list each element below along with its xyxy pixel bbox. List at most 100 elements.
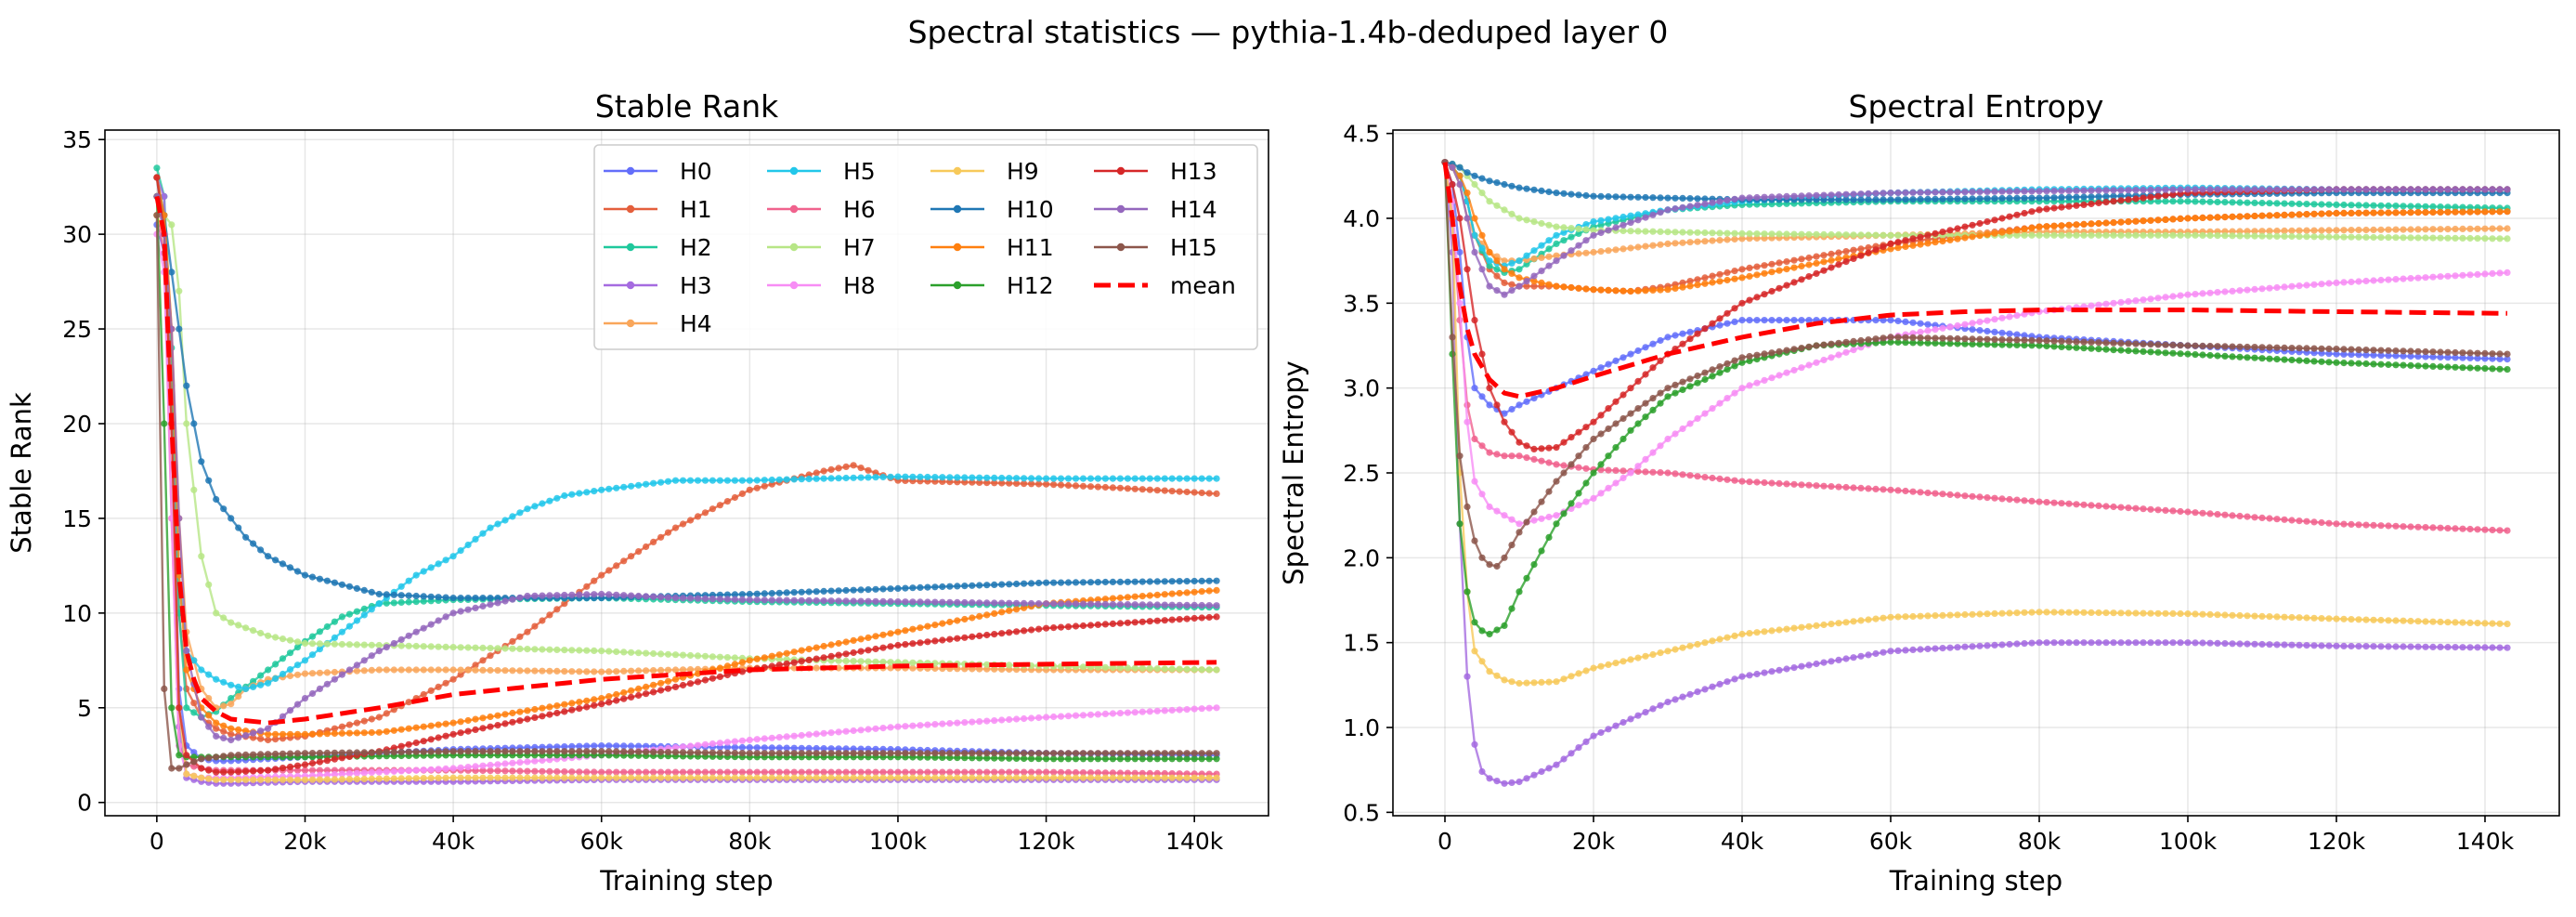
data-point: [2065, 231, 2073, 239]
data-point: [1213, 666, 1220, 674]
data-point: [2036, 609, 2043, 616]
data-point: [1976, 318, 1984, 325]
data-point: [272, 675, 280, 683]
data-point: [390, 775, 397, 782]
data-point: [2429, 353, 2437, 360]
data-point: [2281, 516, 2288, 523]
data-point: [1168, 475, 1176, 482]
data-point: [183, 752, 190, 759]
data-point: [1790, 256, 1798, 264]
data-point: [2340, 201, 2348, 209]
data-point: [2481, 365, 2489, 373]
data-point: [946, 750, 954, 757]
data-point: [1183, 488, 1190, 496]
data-point: [2125, 196, 2132, 203]
data-point: [961, 615, 969, 623]
data-point: [2132, 217, 2140, 225]
data-point: [1961, 195, 1969, 203]
data-point: [835, 465, 842, 472]
data-point: [2273, 212, 2281, 219]
data-point: [553, 748, 561, 755]
data-point: [2162, 341, 2169, 348]
data-point: [2370, 360, 2377, 368]
data-point: [397, 598, 405, 607]
data-point: [2340, 615, 2348, 622]
data-point: [2013, 227, 2021, 234]
data-point: [1538, 279, 1545, 286]
data-point: [2095, 609, 2102, 617]
data-point: [620, 688, 628, 697]
data-point: [1642, 468, 1649, 476]
data-point: [598, 748, 605, 755]
data-point: [2006, 228, 2013, 235]
data-point: [1471, 740, 1478, 748]
data-point: [1471, 180, 1478, 189]
data-point: [2214, 611, 2221, 619]
data-point: [701, 749, 709, 756]
data-point: [954, 598, 961, 607]
data-point: [412, 775, 420, 782]
data-point: [1530, 218, 1538, 226]
data-point: [1738, 478, 1746, 485]
data-point: [1850, 190, 1857, 198]
data-point: [1590, 218, 1597, 226]
data-point: [2333, 227, 2340, 234]
data-point: [813, 588, 820, 596]
data-point: [561, 748, 568, 755]
data-point: [1612, 224, 1620, 231]
data-point: [902, 723, 909, 730]
data-point: [1464, 503, 1471, 511]
data-point: [1116, 774, 1124, 781]
data-point: [924, 750, 931, 757]
data-point: [1709, 229, 1716, 237]
data-point: [1079, 579, 1087, 586]
data-point: [420, 690, 427, 699]
data-point: [2466, 619, 2474, 627]
data-point: [2236, 199, 2244, 206]
data-point: [738, 596, 747, 604]
data-point: [1924, 645, 1932, 653]
data-point: [1605, 216, 1612, 223]
data-point: [2288, 517, 2296, 524]
data-point: [1146, 601, 1153, 609]
data-point: [857, 597, 865, 605]
data-point: [1620, 245, 1627, 253]
data-point: [991, 599, 998, 607]
data-point: [516, 774, 524, 781]
data-point: [805, 656, 813, 664]
data-point: [1902, 189, 1909, 196]
data-point: [390, 591, 397, 598]
data-point: [2318, 281, 2325, 288]
data-point: [2043, 205, 2050, 213]
series-h11: [1441, 159, 2511, 295]
data-point: [368, 652, 375, 660]
data-point: [1991, 195, 1998, 203]
data-point: [531, 503, 539, 510]
data-point: [250, 776, 257, 783]
data-point: [1035, 755, 1043, 763]
data-point: [397, 592, 405, 599]
data-point: [1493, 401, 1501, 409]
data-point: [1984, 218, 1991, 226]
data-point: [509, 774, 516, 781]
data-point: [2385, 347, 2392, 354]
data-point: [2466, 186, 2474, 193]
data-point: [976, 599, 983, 607]
data-point: [1597, 728, 1605, 737]
data-point: [1146, 618, 1153, 625]
data-point: [731, 591, 739, 598]
data-point: [1028, 480, 1035, 488]
data-point: [2407, 203, 2414, 210]
data-point: [620, 695, 628, 702]
data-point: [1783, 282, 1790, 289]
data-point: [2429, 186, 2437, 193]
data-point: [2437, 348, 2444, 356]
legend-item-h0: H0: [604, 158, 712, 185]
data-point: [2288, 186, 2296, 193]
data-point: [1176, 665, 1183, 673]
data-point: [2236, 640, 2244, 648]
data-point: [1553, 190, 1560, 197]
data-point: [353, 667, 360, 675]
legend-label: H10: [1007, 196, 1054, 223]
data-point: [390, 706, 397, 714]
